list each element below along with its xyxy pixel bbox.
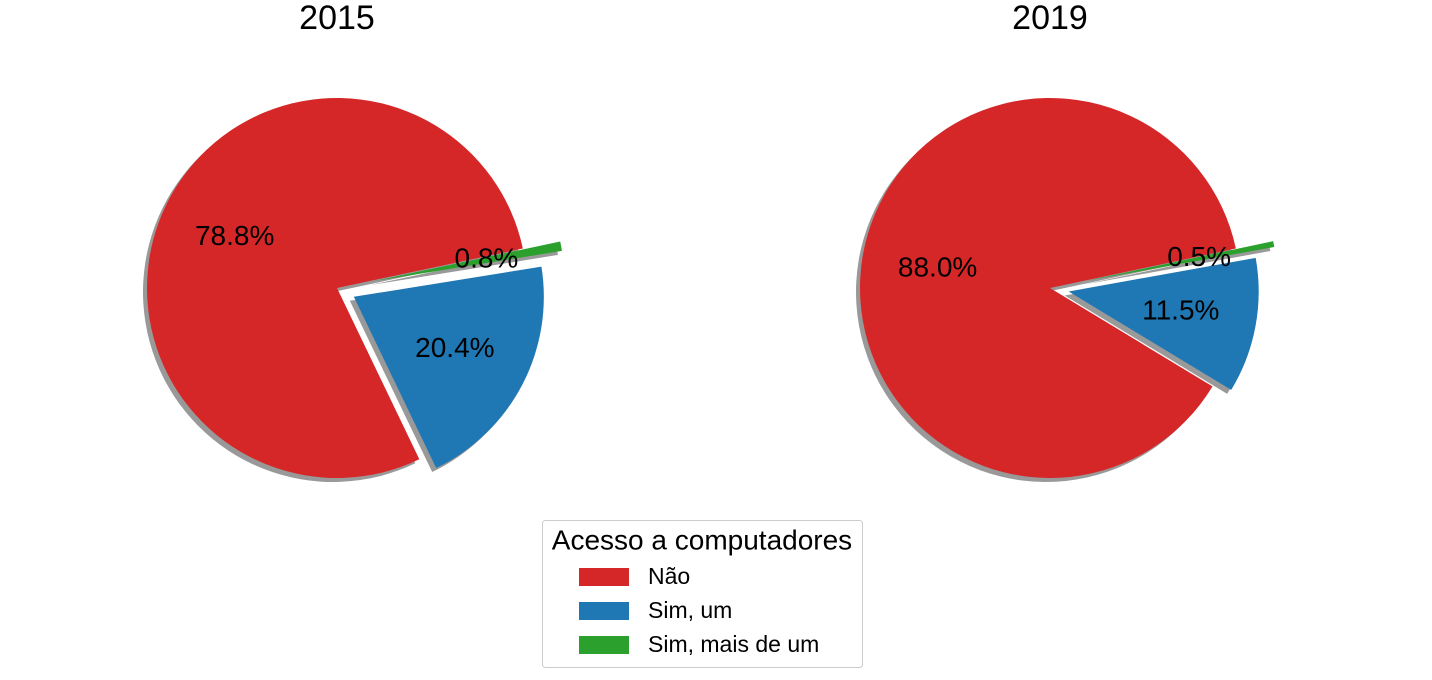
- chart-title: 2019: [1012, 0, 1088, 37]
- legend-title: Acesso a computadores: [552, 524, 852, 555]
- legend-swatch: [579, 602, 629, 620]
- legend-label: Sim, um: [648, 597, 732, 623]
- legend-label: Não: [648, 563, 690, 589]
- pie-slice: [1068, 257, 1259, 390]
- legend-box: [542, 520, 863, 668]
- value-label: 0.8%: [455, 243, 519, 274]
- chart-title: 2015: [299, 0, 375, 37]
- pie-slice: [374, 241, 562, 282]
- value-label: 78.8%: [195, 220, 274, 251]
- pie-slice: [1087, 241, 1275, 281]
- legend-swatch: [579, 568, 629, 586]
- value-label: 88.0%: [898, 251, 977, 282]
- legend-swatch: [579, 636, 629, 654]
- legend-label: Sim, mais de um: [648, 631, 819, 657]
- pie-slice: [860, 97, 1236, 478]
- pie-slice: [353, 266, 544, 469]
- value-label: 11.5%: [1142, 295, 1219, 326]
- value-label: 20.4%: [415, 332, 494, 363]
- value-label: 0.5%: [1167, 241, 1231, 272]
- pie-slice: [146, 98, 523, 479]
